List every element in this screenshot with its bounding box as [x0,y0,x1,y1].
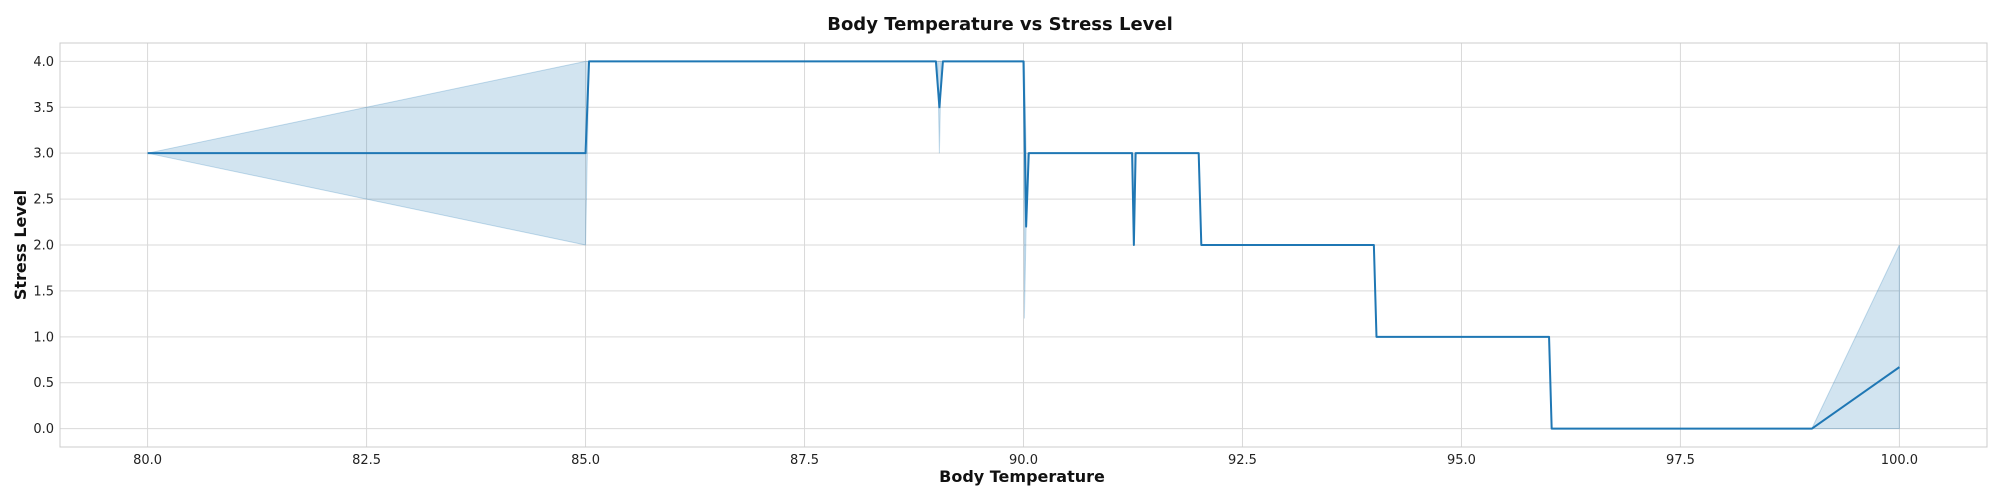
y-tick-label: 4.0 [33,55,54,70]
x-tick-label: 82.5 [352,453,381,468]
x-tick-label: 100.0 [1881,453,1918,468]
x-tick-label: 97.5 [1666,453,1695,468]
plot-area-frame [59,42,1988,448]
y-tick-label: 2.5 [33,193,54,208]
chart-title: Body Temperature vs Stress Level [827,14,1173,35]
x-tick-label: 92.5 [1228,453,1257,468]
y-tick-label: 3.5 [33,101,54,116]
y-tick-label: 0.5 [33,376,54,391]
series-line [147,60,1900,430]
y-tick-label: 1.0 [33,330,54,345]
x-tick-label: 87.5 [790,453,819,468]
y-tick-label: 3.0 [33,147,54,162]
x-axis-ticks: 80.0 82.5 85.0 87.5 90.0 92.5 95.0 97.5 100.0 [133,453,1918,468]
y-tick-label: 0.0 [33,422,54,437]
y-tick-label: 1.5 [33,284,54,299]
y-tick-label: 2.0 [33,239,54,254]
x-tick-label: 80.0 [133,453,162,468]
y-axis-ticks: 0.0 0.5 1.0 1.5 2.0 2.5 3.0 3.5 4.0 [33,55,54,437]
x-tick-label: 95.0 [1447,453,1476,468]
x-tick-label: 85.0 [571,453,600,468]
x-axis-title: Body Temperature [939,467,1105,486]
x-tick-label: 90.0 [1009,453,1038,468]
series-line-layer [147,60,1900,430]
y-axis-title: Stress Level [11,190,30,300]
